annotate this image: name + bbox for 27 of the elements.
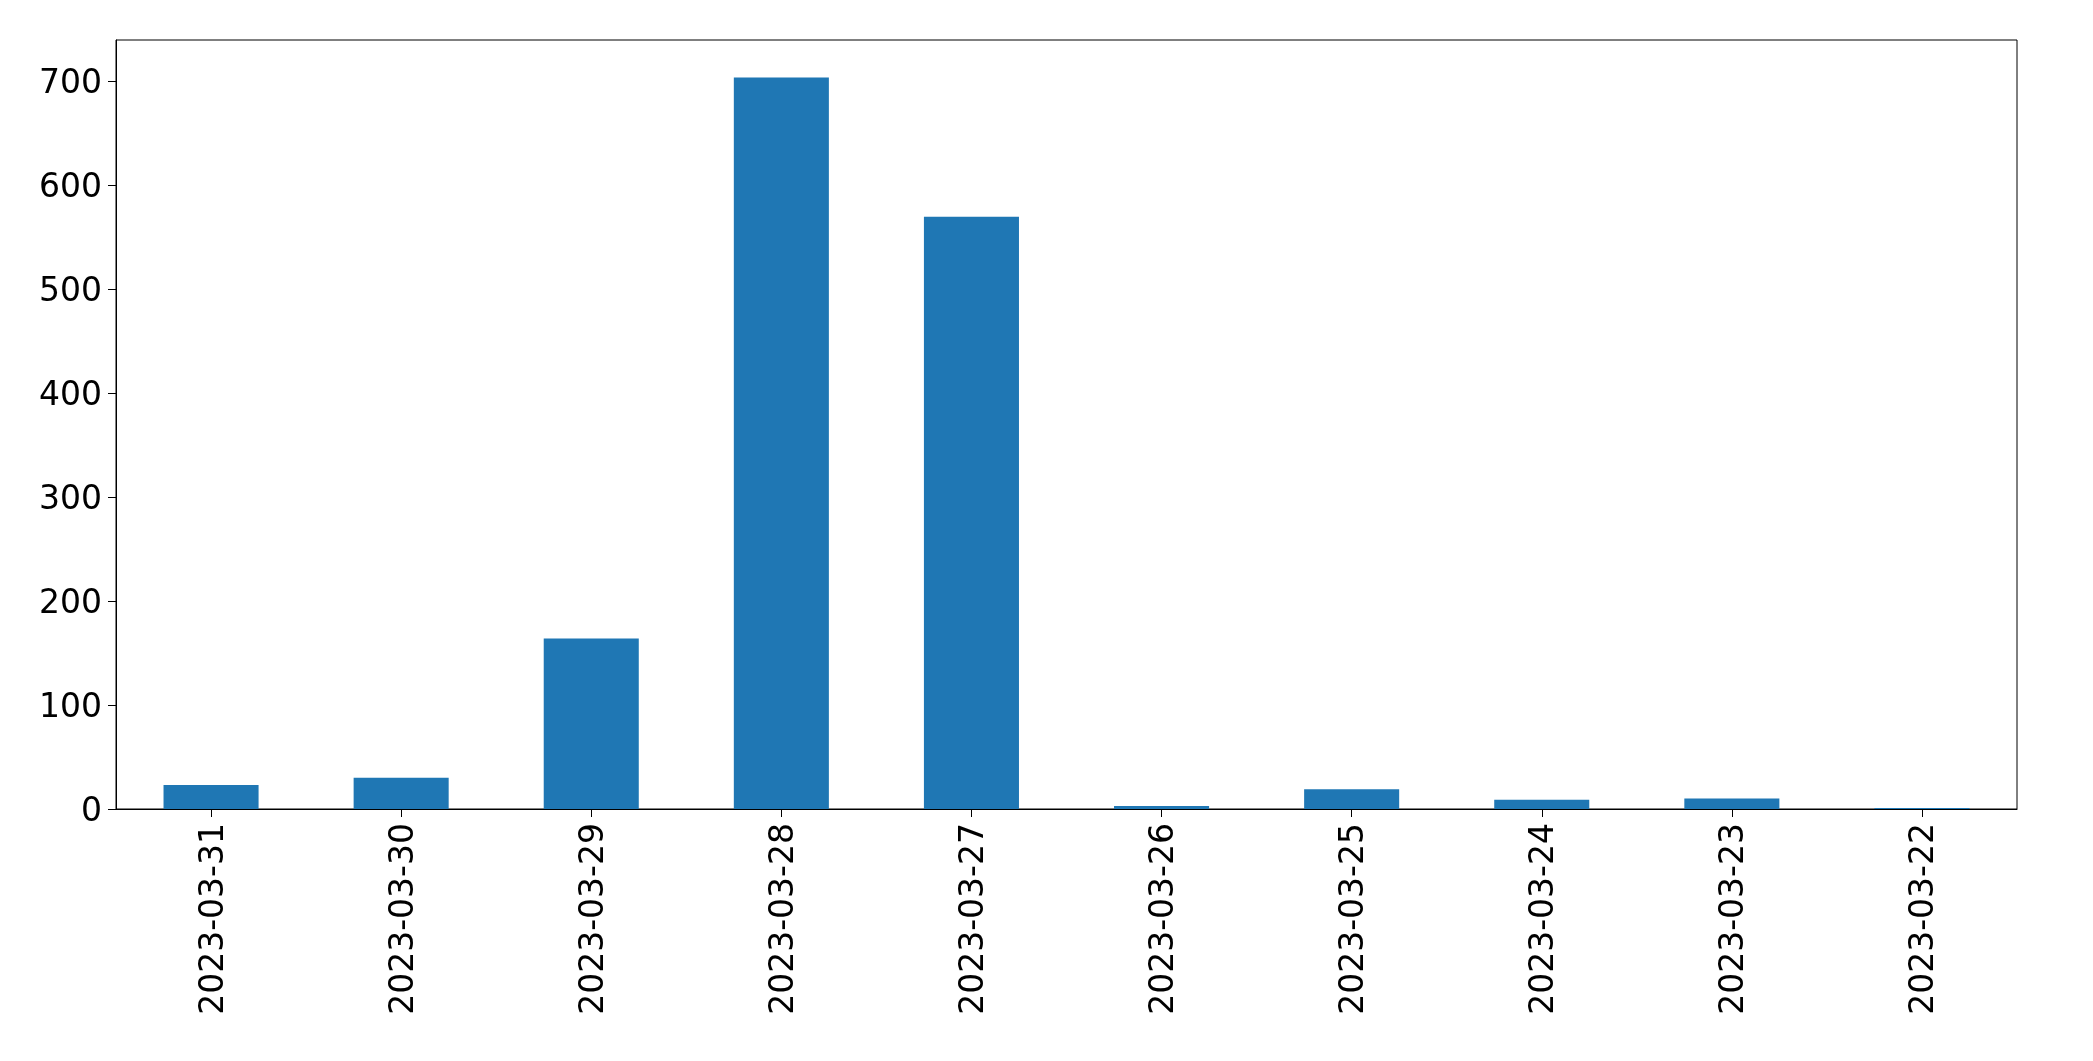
bar bbox=[1684, 798, 1780, 809]
y-tick-label: 0 bbox=[81, 789, 102, 829]
y-tick-label: 700 bbox=[39, 62, 102, 102]
bar bbox=[1304, 789, 1400, 809]
y-tick-label: 300 bbox=[39, 477, 102, 517]
bar bbox=[923, 216, 1019, 809]
x-tick-label: 2023-03-29 bbox=[571, 823, 611, 1015]
y-tick-label: 600 bbox=[39, 165, 102, 205]
x-tick-label: 2023-03-28 bbox=[761, 823, 801, 1015]
x-tick-label: 2023-03-24 bbox=[1522, 823, 1562, 1015]
x-tick-label: 2023-03-26 bbox=[1142, 823, 1182, 1015]
bar bbox=[733, 77, 829, 809]
bar bbox=[543, 638, 639, 809]
y-tick-label: 500 bbox=[39, 269, 102, 309]
x-tick-label: 2023-03-25 bbox=[1332, 823, 1372, 1015]
bar bbox=[1114, 805, 1210, 809]
x-tick-label: 2023-03-23 bbox=[1712, 823, 1752, 1015]
x-tick-label: 2023-03-31 bbox=[191, 823, 231, 1015]
x-tick-label: 2023-03-22 bbox=[1902, 823, 1942, 1015]
y-tick-label: 200 bbox=[39, 581, 102, 621]
y-tick-label: 100 bbox=[39, 685, 102, 725]
bar bbox=[1494, 799, 1590, 809]
y-tick-label: 400 bbox=[39, 373, 102, 413]
bar bbox=[353, 777, 449, 809]
x-tick-label: 2023-03-27 bbox=[951, 823, 991, 1015]
x-tick-label: 2023-03-30 bbox=[381, 823, 421, 1015]
bar bbox=[163, 785, 259, 809]
